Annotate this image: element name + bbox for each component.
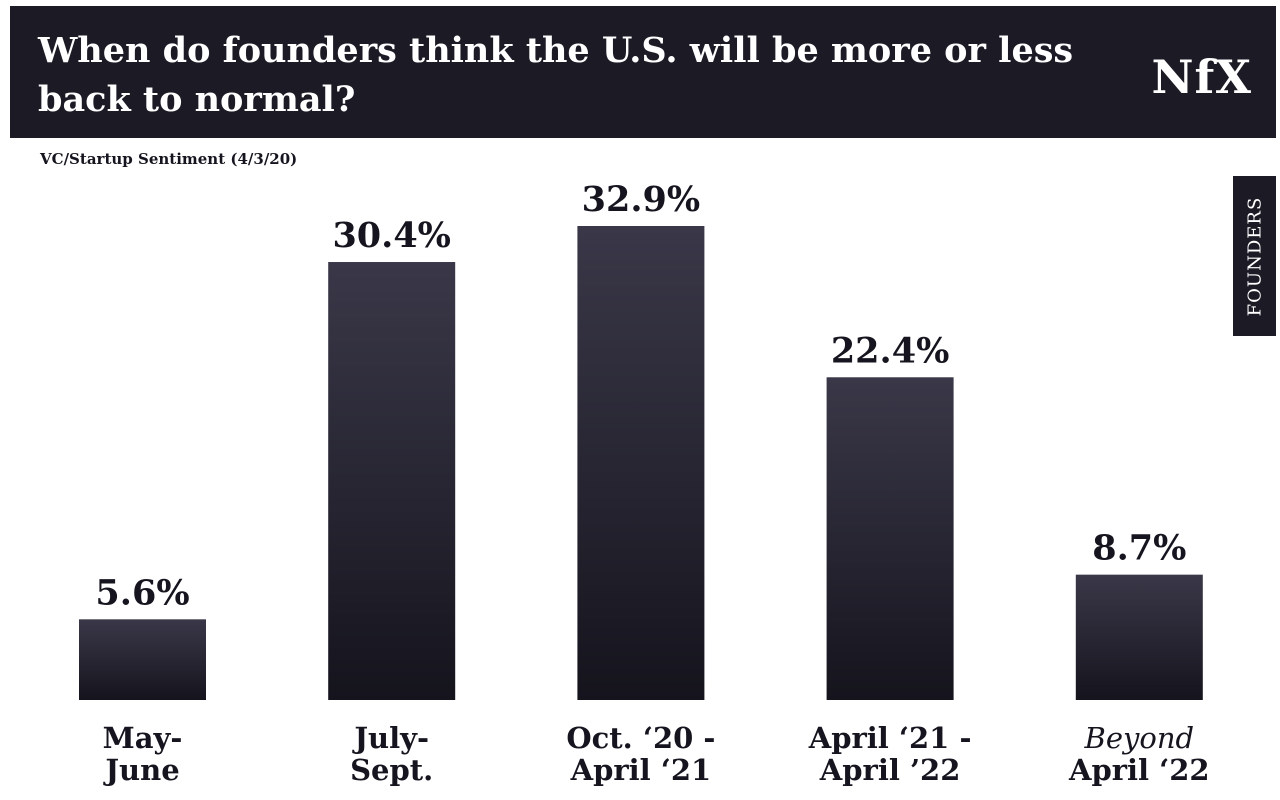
bar-5	[1075, 574, 1203, 700]
bar-value-label: 5.6%	[95, 572, 189, 613]
bar-1	[79, 619, 206, 700]
category-label: April ‘21	[570, 753, 712, 787]
category-label: July-	[351, 721, 429, 755]
category-label: Sept.	[350, 753, 433, 787]
category-label: May-	[103, 721, 183, 755]
header-banner: When do founders think the U.S. will be …	[10, 6, 1276, 138]
category-label: June	[102, 753, 179, 787]
bar-3	[577, 226, 705, 700]
bar-value-label: 22.4%	[831, 330, 950, 371]
category-label: Beyond	[1084, 721, 1195, 755]
side-tab-founders: FOUNDERS	[1233, 176, 1276, 336]
nfx-logo: NfX	[1151, 50, 1252, 104]
bar-4	[826, 377, 954, 700]
bar-2	[328, 262, 456, 700]
bar-value-label: 8.7%	[1092, 528, 1186, 569]
bar-value-label: 30.4%	[332, 215, 451, 256]
category-label: April ‘22	[1068, 753, 1210, 787]
chart-subtitle: VC/Startup Sentiment (4/3/20)	[40, 150, 298, 168]
bar-value-label: 32.9%	[582, 179, 701, 220]
chart-title: When do founders think the U.S. will be …	[38, 30, 1074, 120]
category-label: Oct. ‘20 -	[566, 721, 715, 755]
category-label: April ’22	[819, 753, 961, 787]
category-label: April ‘21 -	[808, 721, 972, 755]
